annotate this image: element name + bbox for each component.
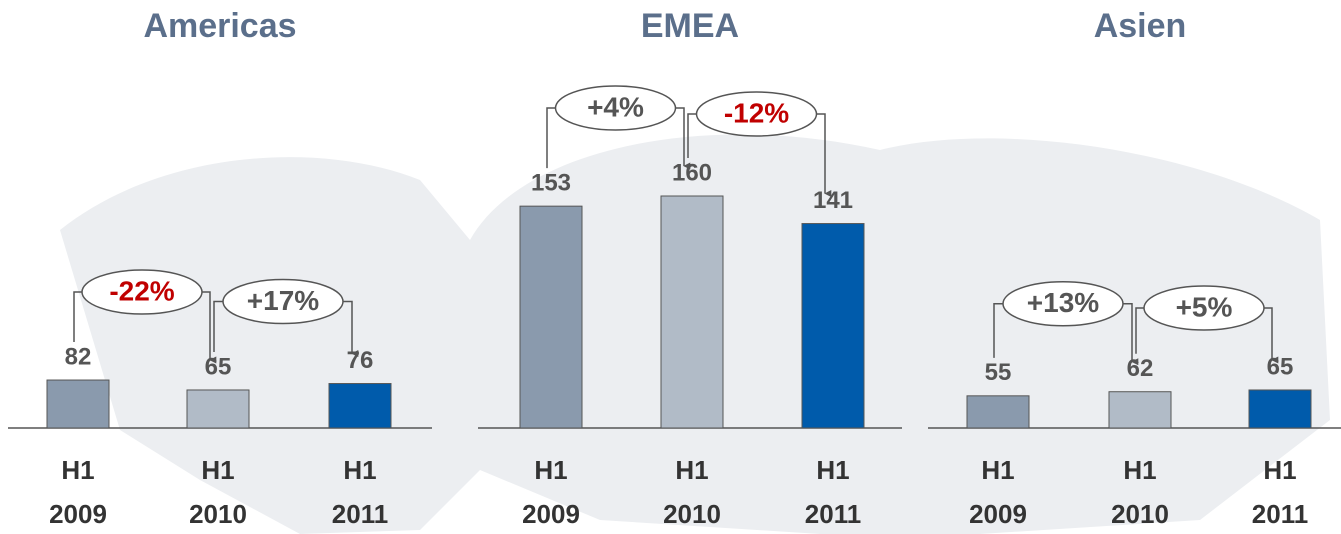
bar bbox=[660, 195, 724, 429]
value-label: 65 bbox=[205, 353, 232, 380]
change-bracket bbox=[546, 107, 556, 169]
change-arrow bbox=[816, 113, 832, 198]
change-arrow bbox=[343, 300, 359, 358]
bar bbox=[801, 223, 865, 429]
bar bbox=[966, 395, 1030, 429]
change-bracket bbox=[73, 291, 82, 343]
category-label: H1 2010 bbox=[189, 455, 247, 529]
value-label: 62 bbox=[1127, 355, 1154, 382]
panel-title: Americas bbox=[143, 7, 296, 45]
category-label: H1 2011 bbox=[332, 455, 388, 529]
category-label: H1 2009 bbox=[969, 455, 1027, 529]
value-label: 76 bbox=[347, 347, 374, 374]
change-bracket bbox=[1135, 307, 1144, 354]
change-label: -12% bbox=[724, 97, 789, 128]
value-label: 141 bbox=[813, 187, 853, 214]
value-label: 65 bbox=[1267, 353, 1294, 380]
value-label: 82 bbox=[65, 343, 92, 370]
change-label: +4% bbox=[587, 91, 644, 122]
change-arrow bbox=[675, 107, 691, 170]
change-arrow bbox=[1123, 302, 1139, 366]
change-bubble bbox=[695, 91, 818, 137]
bar bbox=[46, 379, 110, 429]
change-bubble bbox=[222, 278, 344, 325]
change-bubble bbox=[81, 269, 203, 315]
change-arrow bbox=[1264, 307, 1279, 364]
bar bbox=[186, 389, 250, 429]
category-label: H1 2009 bbox=[522, 455, 580, 529]
change-label: +17% bbox=[247, 285, 319, 316]
category-label: H1 2011 bbox=[805, 455, 861, 529]
change-arrow bbox=[202, 291, 217, 364]
panel-title: EMEA bbox=[641, 7, 739, 45]
change-label: -22% bbox=[109, 275, 174, 306]
change-bubble bbox=[1002, 280, 1124, 327]
bar bbox=[1248, 389, 1312, 429]
change-bubble bbox=[1143, 285, 1265, 331]
category-label: H1 2009 bbox=[49, 455, 107, 529]
value-label: 160 bbox=[672, 159, 712, 186]
bar bbox=[1108, 391, 1172, 429]
value-label: 153 bbox=[531, 169, 571, 196]
change-bracket bbox=[213, 300, 223, 352]
change-bracket bbox=[687, 113, 697, 158]
category-label: H1 2011 bbox=[1252, 455, 1308, 529]
change-label: +13% bbox=[1027, 287, 1099, 318]
value-label: 55 bbox=[985, 359, 1012, 386]
category-label: H1 2010 bbox=[663, 455, 721, 529]
bar bbox=[328, 383, 392, 429]
category-label: H1 2010 bbox=[1111, 455, 1169, 529]
change-bubble bbox=[554, 85, 677, 131]
change-label: +5% bbox=[1176, 291, 1233, 322]
change-bracket bbox=[993, 302, 1003, 358]
bar bbox=[519, 205, 583, 429]
panel-title: Asien bbox=[1094, 7, 1187, 45]
